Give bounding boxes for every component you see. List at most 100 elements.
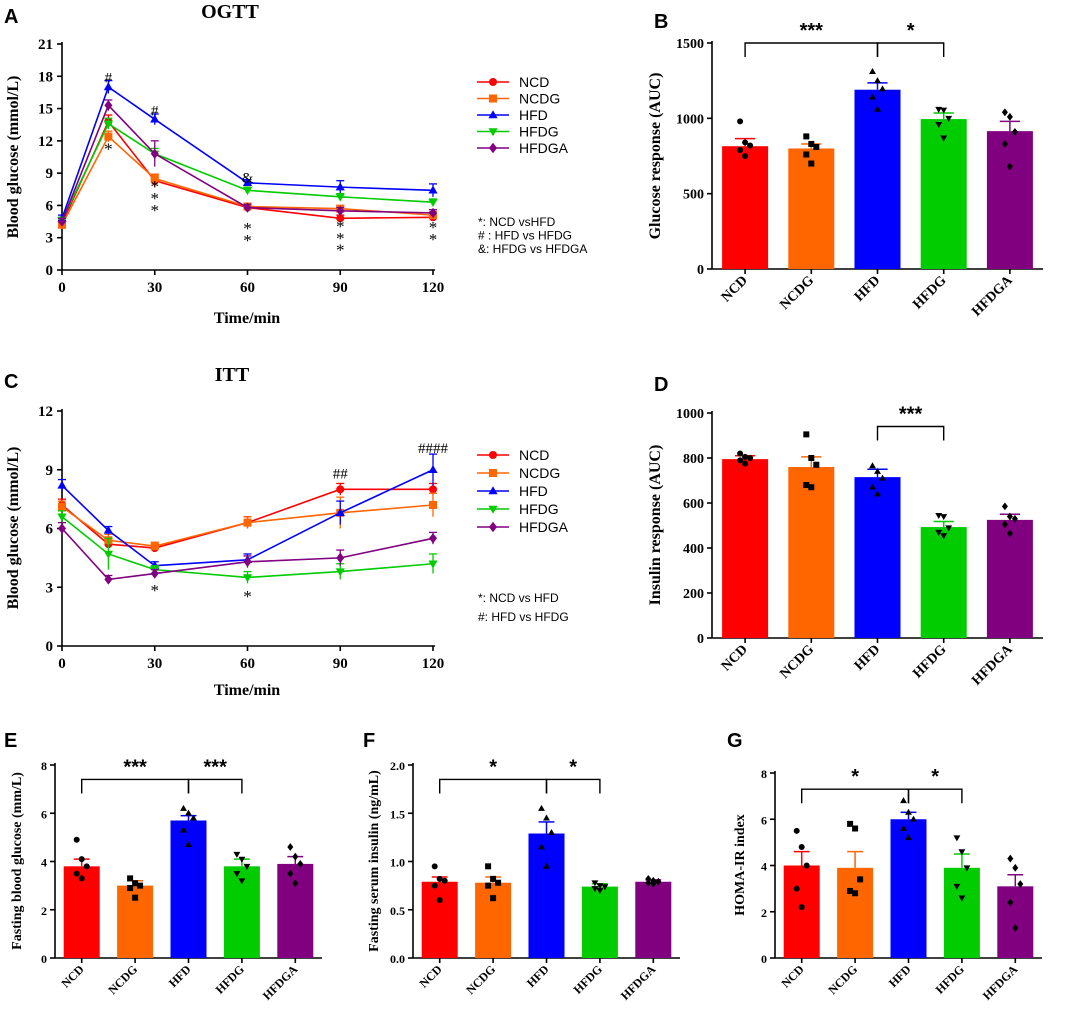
panel-g-data-point	[1012, 863, 1019, 872]
panel-g-data-point	[958, 849, 966, 856]
panel-f-data-point	[591, 886, 599, 893]
panel-f-x-tick-label-hfdga: HFDGA	[618, 962, 659, 1003]
panel-label-d: D	[654, 374, 668, 396]
panel-b-data-point	[940, 135, 948, 142]
panel-e-data-point	[137, 882, 144, 889]
panel-a-y-tick-label: 18	[38, 69, 53, 85]
panel-b-y-label: Glucose response (AUC)	[647, 73, 664, 240]
panel-g-y-tick-label: 6	[761, 813, 767, 827]
panel-e-data-point	[297, 860, 304, 868]
panel-f-bar-hfd	[528, 833, 565, 958]
panel-d-y-label: Insulin response (AUC)	[647, 445, 664, 606]
panel-d-data-point	[1001, 502, 1008, 511]
panel-g-data-point	[798, 904, 805, 911]
panel-f-x-tick-label-ncdg: NCDG	[463, 962, 498, 997]
panel-a-point-hfd	[242, 178, 253, 187]
panel-a-y-tick-label: 6	[46, 198, 54, 214]
panel-b-bar-ncdg	[788, 148, 835, 269]
panel-e-y-tick-label: 8	[41, 759, 47, 773]
panel-c-x-label: Time/min	[214, 682, 280, 699]
panel-c-series-line-ncd	[61, 488, 433, 549]
panel-c-point-hfdga	[150, 568, 159, 579]
panel-a-x-tick-label: 120	[422, 280, 445, 296]
panel-f-data-point	[548, 828, 555, 835]
panel-c-legend-marker-hfdga	[489, 521, 497, 533]
panel-e-data-point	[185, 809, 192, 816]
panel-d-bar-hfdga	[986, 519, 1033, 638]
panel-e-data-point	[287, 869, 294, 878]
panel-e-data-point	[185, 841, 192, 848]
panel-f-data-point	[490, 895, 497, 902]
panel-c-point-hfdga	[58, 523, 66, 534]
panel-c-y-label: Blood glucose (mmol/L)	[5, 447, 22, 610]
panel-f-bar-hfdga	[635, 881, 672, 958]
panel-g-bar-hfdg	[943, 867, 980, 958]
panel-c-point-ncdg	[429, 501, 437, 509]
panel-g-bar-ncd	[783, 865, 820, 958]
panel-a-significance-mark: *	[151, 189, 160, 208]
panel-a-significance-mark: *	[151, 177, 160, 196]
panel-c-legend-label-hfdga: HFDGA	[519, 519, 569, 535]
panel-a-point-hfdga	[58, 216, 66, 227]
panel-a-y-tick-label: 0	[46, 263, 54, 279]
panel-c-point-hfdga	[336, 552, 345, 564]
panel-a-legend-label-hfdg: HFDG	[519, 124, 559, 140]
panel-c-point-ncdg	[243, 518, 252, 527]
panel-e-data-point	[238, 878, 246, 885]
panel-f-data-point	[596, 888, 604, 895]
panel-e-x-tick-label-ncdg: NCDG	[105, 962, 140, 997]
panel-g-bar-ncdg	[837, 867, 874, 958]
panel-a-point-ncdg	[104, 132, 113, 141]
panel-b-data-point	[808, 160, 815, 167]
panel-b-data-point	[803, 151, 810, 158]
panel-b-data-point	[879, 85, 886, 92]
panel-c-point-ncdg	[150, 542, 159, 551]
panel-c-series-line-hfdga	[61, 527, 434, 581]
panel-g-data-point	[953, 883, 961, 890]
panel-g-x-tick-label-ncdg: NCDG	[825, 962, 860, 997]
panel-c-series-line-ncdg	[61, 504, 434, 547]
panel-b-y-tick-label: 500	[683, 188, 704, 203]
panel-a-point-hfdg	[103, 120, 113, 129]
panel-e-data-point	[243, 863, 251, 870]
panel-a-series-line-hfdga	[61, 103, 434, 222]
panel-label-g: G	[727, 730, 743, 752]
panel-e-data-point	[233, 851, 241, 858]
panel-b-y-tick-label: 1500	[676, 37, 704, 52]
panel-a-point-hfdga	[150, 148, 159, 159]
panel-c-y-tick-label: 0	[46, 639, 54, 655]
panel-a-x-tick-label: 60	[240, 280, 255, 296]
panel-a-x-tick-label: 90	[333, 280, 348, 296]
panel-e-data-point	[233, 871, 241, 878]
panel-a-series-line-hfd	[61, 85, 434, 219]
panel-f-data-point	[431, 882, 438, 889]
panel-a-legend-marker-ncdg	[489, 94, 497, 103]
panel-c-legend-marker-hfdg	[488, 505, 498, 514]
panel-c-point-hfd	[103, 525, 113, 534]
panel-a-y-tick-label: 12	[38, 134, 53, 150]
panel-e-y-tick-label: 4	[41, 856, 47, 870]
panel-b-data-point	[935, 121, 943, 128]
panel-a-significance-mark: *	[336, 229, 345, 248]
panel-f-data-point	[485, 882, 492, 889]
panel-d-data-point	[945, 525, 953, 532]
panel-d-data-point	[935, 512, 943, 519]
panel-f-data-point	[490, 875, 497, 882]
panel-e-data-point	[132, 880, 139, 887]
panel-g-data-point	[857, 876, 864, 883]
panel-d-x-tick-label-ncd: NCD	[719, 642, 751, 674]
panel-g-data-point	[1012, 924, 1019, 932]
panel-g-x-tick-label-hfdga: HFDGA	[980, 962, 1021, 1003]
panel-c-point-hfdg	[335, 568, 345, 577]
panel-g-x-tick-label-ncd: NCD	[779, 962, 808, 991]
panel-a-title: OGTT	[201, 1, 259, 23]
panel-a-point-ncdg	[150, 174, 159, 183]
panel-b-data-point	[869, 68, 876, 75]
panel-f-y-tick-label: 0.0	[390, 952, 405, 966]
panel-b-bar-hfdga	[986, 131, 1033, 269]
panel-a-point-hfd	[150, 114, 160, 123]
panel-f-data-point	[441, 877, 448, 884]
panel-f-data-point	[543, 814, 550, 821]
panel-g-y-tick-label: 0	[761, 952, 767, 966]
panel-d-data-point	[1006, 512, 1013, 521]
